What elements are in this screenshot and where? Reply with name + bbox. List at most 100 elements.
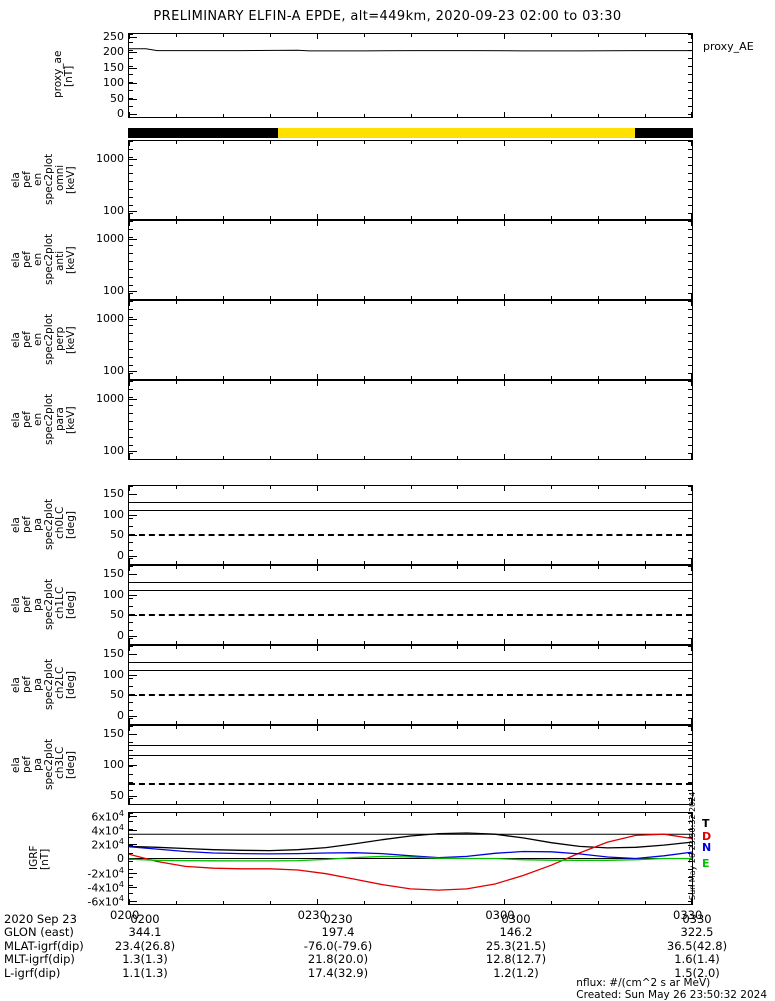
axis-title-line: [deg] bbox=[65, 751, 77, 779]
x-minor-tick bbox=[317, 376, 318, 379]
y-tick-label: 100 bbox=[103, 204, 124, 217]
x-minor-tick bbox=[176, 456, 177, 459]
panel-pa-ch3lc bbox=[128, 725, 693, 805]
x-minor-tick bbox=[176, 566, 177, 569]
y-minor-ticks-right bbox=[688, 566, 692, 644]
x-minor-tick bbox=[317, 721, 318, 724]
x-minor-tick bbox=[411, 801, 412, 804]
y-tick-label: 0 bbox=[117, 629, 124, 642]
y-major-ticks-right bbox=[129, 141, 137, 219]
x-minor-tick bbox=[317, 221, 318, 224]
x-major-tick bbox=[129, 374, 130, 379]
x-major-tick bbox=[691, 294, 692, 299]
x-minor-tick bbox=[317, 641, 318, 644]
x-minor-tick bbox=[364, 381, 365, 384]
x-minor-tick bbox=[364, 216, 365, 219]
x-minor-tick bbox=[457, 381, 458, 384]
x-minor-tick bbox=[645, 34, 646, 37]
x-major-tick bbox=[129, 639, 130, 644]
x-minor-tick bbox=[598, 641, 599, 644]
x-minor-tick bbox=[457, 813, 458, 816]
y-major-ticks-right bbox=[129, 646, 137, 724]
x-minor-tick bbox=[223, 216, 224, 219]
y-tick-label: 100 bbox=[103, 284, 124, 297]
x-minor-tick bbox=[551, 801, 552, 804]
x-minor-tick bbox=[270, 813, 271, 816]
x-minor-tick bbox=[270, 381, 271, 384]
x-minor-tick bbox=[223, 486, 224, 489]
x-minor-tick bbox=[223, 813, 224, 816]
x-minor-tick bbox=[551, 721, 552, 724]
footer-notes: nflux: #/(cm^2 s ar MeV) Created: Sun Ma… bbox=[576, 978, 767, 1001]
x-minor-tick bbox=[411, 646, 412, 649]
axis-title-line: [keV] bbox=[65, 166, 77, 194]
x-minor-tick bbox=[223, 381, 224, 384]
x-minor-tick bbox=[504, 646, 505, 649]
x-minor-tick bbox=[176, 721, 177, 724]
x-major-tick bbox=[129, 646, 130, 651]
x-minor-tick bbox=[411, 216, 412, 219]
y-major-ticks-right bbox=[129, 726, 137, 804]
y-tick-label: -2x104 bbox=[87, 866, 124, 881]
x-minor-tick bbox=[645, 114, 646, 117]
ephemeris-value: 0200 bbox=[85, 913, 205, 926]
loss-cone-line bbox=[129, 745, 692, 746]
ephemeris-value: 0300 bbox=[456, 913, 576, 926]
x-minor-tick bbox=[223, 901, 224, 904]
x-minor-tick bbox=[270, 221, 271, 224]
x-minor-tick bbox=[551, 641, 552, 644]
x-minor-tick bbox=[411, 114, 412, 117]
x-minor-tick bbox=[411, 296, 412, 299]
x-minor-tick bbox=[551, 221, 552, 224]
x-minor-tick bbox=[457, 641, 458, 644]
y-minor-ticks-right bbox=[688, 486, 692, 564]
loss-cone-line bbox=[129, 670, 692, 671]
y-tick-label: 50 bbox=[110, 688, 124, 701]
x-minor-tick bbox=[176, 301, 177, 304]
coverage-segment bbox=[278, 128, 635, 138]
x-minor-tick bbox=[598, 216, 599, 219]
y-minor-ticks-right bbox=[688, 301, 692, 379]
x-minor-tick bbox=[457, 216, 458, 219]
ephemeris-row-label: MLAT-igrf(dip) bbox=[4, 940, 84, 953]
panel-igrf bbox=[128, 812, 693, 905]
panel-en-perp bbox=[128, 300, 693, 380]
x-minor-tick bbox=[551, 813, 552, 816]
y-tick-label: 50 bbox=[110, 528, 124, 541]
x-minor-tick bbox=[504, 216, 505, 219]
x-minor-tick bbox=[270, 216, 271, 219]
x-minor-tick bbox=[223, 114, 224, 117]
ephemeris-value: 0230 bbox=[278, 913, 398, 926]
x-minor-tick bbox=[176, 376, 177, 379]
y-tick-label: 1000 bbox=[96, 312, 124, 325]
x-minor-tick bbox=[176, 646, 177, 649]
legend-item-T: T bbox=[702, 818, 710, 829]
x-major-tick bbox=[129, 214, 130, 219]
x-major-tick bbox=[129, 381, 130, 386]
x-minor-tick bbox=[551, 566, 552, 569]
y-tick-label: 150 bbox=[103, 647, 124, 660]
x-major-tick bbox=[691, 141, 692, 146]
x-minor-tick bbox=[270, 486, 271, 489]
y-tick-label: 100 bbox=[103, 668, 124, 681]
ephemeris-value: -76.0(-79.6) bbox=[278, 940, 398, 953]
y-tick-label: 50 bbox=[110, 92, 124, 105]
x-minor-tick bbox=[551, 114, 552, 117]
x-major-tick bbox=[129, 813, 130, 818]
panel-en-omni bbox=[128, 140, 693, 220]
ephemeris-value: 1.3(1.3) bbox=[85, 953, 205, 966]
x-minor-tick bbox=[457, 34, 458, 37]
x-major-tick bbox=[691, 719, 692, 724]
x-minor-tick bbox=[598, 646, 599, 649]
y-tick-label: 6x104 bbox=[91, 809, 124, 824]
y-tick-label: 1000 bbox=[96, 232, 124, 245]
x-minor-tick bbox=[223, 34, 224, 37]
x-major-tick bbox=[691, 486, 692, 491]
x-minor-tick bbox=[457, 561, 458, 564]
igrf-axis-title: IGRF[nT] bbox=[28, 812, 54, 905]
x-minor-tick bbox=[551, 301, 552, 304]
